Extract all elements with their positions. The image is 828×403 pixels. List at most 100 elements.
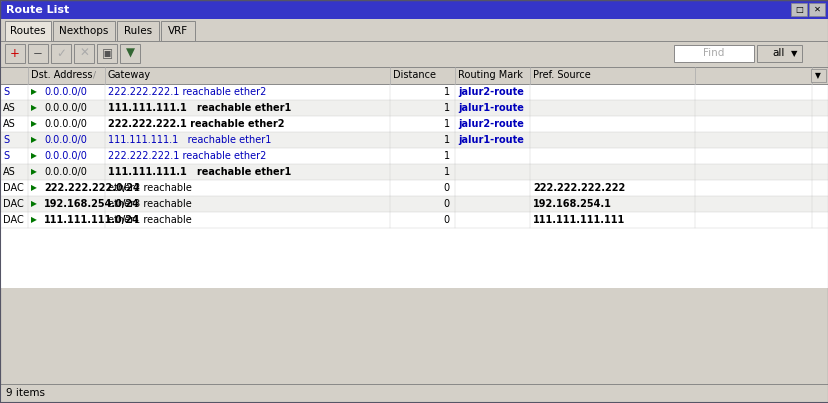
Text: ▶: ▶ [31,104,36,112]
Bar [1,384,827,402]
Text: Find: Find [702,48,724,58]
Text: 192.168.254.0/24: 192.168.254.0/24 [44,199,140,209]
Text: ▼: ▼ [790,49,797,58]
Bar [1,132,827,148]
Text: Distance: Distance [392,71,436,81]
Text: DAC: DAC [3,183,24,193]
Text: ▼: ▼ [125,47,134,60]
Text: ▶: ▶ [31,135,36,145]
Text: DAC: DAC [3,199,24,209]
Text: AS: AS [3,167,16,177]
Bar [5,21,51,41]
Text: 0.0.0.0/0: 0.0.0.0/0 [44,151,87,161]
Text: 222.222.222.0/24: 222.222.222.0/24 [44,183,140,193]
Text: ▶: ▶ [31,152,36,160]
Text: Nexthops: Nexthops [60,26,108,36]
Bar [1,1,827,19]
Text: Rules: Rules [124,26,152,36]
Text: 0.0.0.0/0: 0.0.0.0/0 [44,167,87,177]
Text: S: S [3,135,9,145]
Text: jalur1-route: jalur1-route [457,135,523,145]
Text: 1: 1 [443,119,450,129]
Bar [117,21,159,41]
Text: 1: 1 [443,103,450,113]
Text: 0.0.0.0/0: 0.0.0.0/0 [44,119,87,129]
Text: 111.111.111.1   reachable ether1: 111.111.111.1 reachable ether1 [108,135,271,145]
Text: 222.222.222.1 reachable ether2: 222.222.222.1 reachable ether2 [108,119,284,129]
Text: Routing Mark: Routing Mark [457,71,522,81]
Text: Gateway: Gateway [108,71,151,81]
Bar [161,21,195,41]
Text: Route List: Route List [6,5,70,15]
Text: 0: 0 [443,183,450,193]
Text: 9 items: 9 items [6,388,45,398]
Text: ▣: ▣ [101,47,113,60]
Text: 111.111.111.0/24: 111.111.111.0/24 [44,215,140,225]
Bar [53,21,115,41]
Text: 0.0.0.0/0: 0.0.0.0/0 [44,135,87,145]
Text: 1: 1 [443,151,450,161]
Text: ▶: ▶ [31,199,36,208]
Text: 1: 1 [443,87,450,97]
Bar [1,116,827,132]
Text: 111.111.111.1   reachable ether1: 111.111.111.1 reachable ether1 [108,167,291,177]
Bar [1,164,827,180]
Bar [1,67,827,84]
Text: −: − [33,47,43,60]
Text: 192.168.254.1: 192.168.254.1 [532,199,611,209]
Text: 222.222.222.1 reachable ether2: 222.222.222.1 reachable ether2 [108,87,266,97]
Bar [1,180,827,196]
Bar [1,148,827,164]
Text: jalur2-route: jalur2-route [457,119,523,129]
Bar [1,196,827,212]
Text: ▼: ▼ [814,71,820,80]
Text: all: all [771,48,783,58]
Text: ▶: ▶ [31,183,36,193]
Text: ▶: ▶ [31,87,36,96]
Text: Dst. Address: Dst. Address [31,71,93,81]
Bar [5,44,25,63]
Text: □: □ [794,5,802,14]
Text: ether3 reachable: ether3 reachable [108,199,191,209]
Bar [673,45,753,62]
Bar [1,84,827,100]
Text: 0: 0 [443,215,450,225]
Text: ether1 reachable: ether1 reachable [108,215,191,225]
Text: jalur1-route: jalur1-route [457,103,523,113]
Text: 0.0.0.0/0: 0.0.0.0/0 [44,87,87,97]
Bar [1,19,827,41]
Text: 0: 0 [443,199,450,209]
Text: S: S [3,151,9,161]
Text: DAC: DAC [3,215,24,225]
Text: /: / [93,71,96,80]
Bar [810,69,825,82]
Bar [808,3,824,16]
Text: AS: AS [3,119,16,129]
Text: ✕: ✕ [79,47,89,60]
Text: +: + [10,47,20,60]
Text: ▶: ▶ [31,216,36,224]
Bar [74,44,94,63]
Bar [1,84,827,288]
Bar [28,44,48,63]
Bar [1,41,827,67]
Text: 1: 1 [443,135,450,145]
Bar [51,44,71,63]
Text: VRF: VRF [168,26,188,36]
Text: 0.0.0.0/0: 0.0.0.0/0 [44,103,87,113]
Text: S: S [3,87,9,97]
Text: Routes: Routes [10,26,46,36]
Bar [120,44,140,63]
Text: ✕: ✕ [812,5,820,14]
Text: 222.222.222.222: 222.222.222.222 [532,183,624,193]
Text: ✓: ✓ [56,47,66,60]
Text: Pref. Source: Pref. Source [532,71,590,81]
Text: 111.111.111.111: 111.111.111.111 [532,215,624,225]
Bar [1,212,827,228]
Text: ▶: ▶ [31,120,36,129]
Bar [1,100,827,116]
Text: ether2 reachable: ether2 reachable [108,183,191,193]
Bar [790,3,806,16]
Text: 222.222.222.1 reachable ether2: 222.222.222.1 reachable ether2 [108,151,266,161]
Text: 1: 1 [443,167,450,177]
